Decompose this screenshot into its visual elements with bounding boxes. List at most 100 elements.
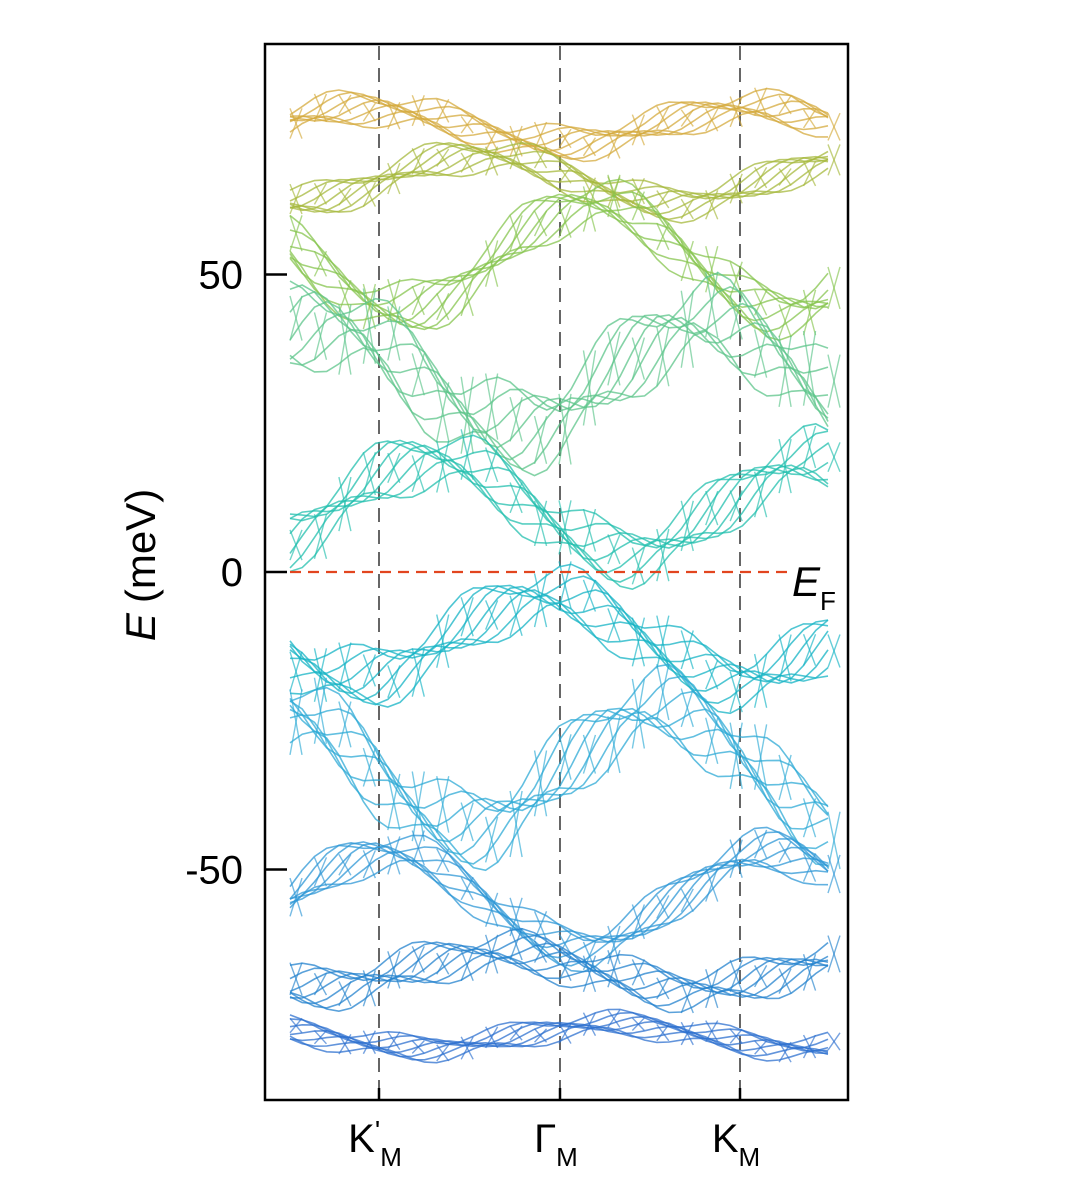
band-0 (289, 87, 841, 163)
band-mesh-cross (289, 295, 303, 341)
band-mesh-cross (484, 447, 499, 483)
band-mesh-cross (387, 773, 401, 831)
band-mesh-line (289, 440, 829, 549)
band-mesh-cross (289, 962, 303, 996)
band-mesh-line (289, 300, 829, 449)
band-mesh-cross (289, 1017, 303, 1034)
band-mesh-cross (778, 634, 792, 682)
band-mesh-cross (338, 854, 352, 876)
band-4 (289, 423, 841, 591)
y-tick-label: 50 (199, 254, 244, 298)
band-mesh-cross (485, 1026, 499, 1049)
band-mesh-cross (802, 109, 817, 129)
band-mesh-line (289, 675, 829, 815)
band-mesh-cross (680, 630, 694, 670)
band-mesh-cross (362, 850, 377, 879)
band-mesh-cross (509, 790, 523, 858)
band-mesh-cross (729, 96, 743, 128)
band-mesh-cross (778, 168, 792, 186)
band-mesh-cross (313, 250, 328, 277)
band-mesh-cross (753, 724, 768, 790)
band-mesh-cross (607, 131, 621, 159)
band-mesh-cross (729, 722, 743, 789)
band-mesh-cross (313, 648, 328, 702)
band-mesh-cross (436, 952, 450, 975)
band-mesh-cross (387, 1031, 401, 1051)
band-mesh-line (289, 430, 829, 549)
band-mesh-cross (582, 734, 597, 774)
band-mesh-cross (656, 1024, 670, 1042)
band-mesh-cross (362, 283, 377, 330)
band-mesh-line (289, 191, 829, 309)
band-mesh-cross (436, 382, 450, 442)
band-mesh-cross (436, 776, 450, 833)
band-mesh-cross (460, 429, 474, 480)
band-mesh-cross (387, 665, 401, 699)
band-mesh-cross (607, 331, 621, 386)
band-mesh-cross (411, 285, 425, 316)
band-mesh-cross (436, 614, 450, 668)
band-mesh-cross (362, 1030, 376, 1055)
band-mesh-cross (509, 595, 523, 637)
band-mesh-cross (827, 266, 841, 310)
band-mesh-cross (680, 1021, 694, 1046)
band-mesh-cross (387, 452, 401, 484)
band-mesh-cross (289, 529, 303, 561)
band-surfaces (289, 87, 841, 1064)
band-mesh-cross (387, 306, 401, 361)
band-mesh-line (289, 594, 829, 706)
band-mesh-line (289, 584, 829, 686)
band-mesh-cross (582, 508, 597, 552)
band-mesh-cross (289, 183, 303, 215)
band-mesh-cross (509, 125, 523, 157)
band-mesh-cross (680, 240, 694, 282)
band-mesh-cross (729, 490, 743, 522)
band-mesh-cross (754, 965, 768, 988)
band-mesh-cross (558, 205, 572, 238)
band-mesh-cross (778, 438, 792, 494)
band-mesh-line (289, 585, 829, 695)
band-mesh-cross (631, 959, 645, 986)
y-tick-label: 0 (221, 551, 243, 595)
band-mesh-cross (582, 955, 597, 993)
band-mesh-cross (827, 442, 841, 473)
band-mesh-cross (411, 148, 425, 175)
fermi-level-label: EF (792, 558, 836, 616)
band-mesh-cross (362, 182, 376, 207)
band-mesh-line (289, 826, 829, 942)
band-mesh-line (289, 87, 829, 137)
band-mesh-cross (705, 108, 719, 132)
band-mesh-cross (729, 173, 743, 204)
band-mesh-cross (460, 152, 474, 173)
band-mesh-line (289, 99, 829, 153)
band-mesh-cross (827, 144, 841, 176)
band-mesh-line (289, 563, 829, 674)
band-mesh-cross (411, 455, 425, 493)
band-mesh-cross (802, 633, 817, 666)
band-mesh-cross (533, 750, 548, 817)
band-mesh-cross (460, 1036, 474, 1060)
band-mesh-cross (484, 146, 499, 176)
band-mesh-cross (338, 187, 352, 206)
band-3 (289, 271, 841, 477)
band-mesh-cross (460, 876, 474, 901)
band-mesh-cross (753, 829, 768, 859)
band-mesh-cross (338, 476, 352, 532)
band-mesh-cross (313, 857, 328, 887)
band-mesh-cross (484, 892, 499, 927)
band-mesh-cross (509, 215, 523, 252)
band-mesh-cross (729, 261, 743, 298)
band-mesh-cross (802, 289, 817, 336)
band-mesh-cross (558, 734, 572, 780)
band-mesh-cross (802, 954, 817, 991)
band-mesh-cross (656, 977, 670, 1000)
band-1 (289, 139, 841, 224)
band-mesh-cross (411, 648, 425, 697)
band-mesh-cross (436, 440, 450, 493)
band-mesh-cross (753, 87, 768, 116)
band-mesh-cross (778, 841, 792, 863)
band-mesh-cross (362, 970, 377, 1007)
band-mesh-cross (411, 1040, 425, 1054)
band-mesh-cross (313, 677, 328, 744)
band-mesh-cross (582, 350, 597, 426)
